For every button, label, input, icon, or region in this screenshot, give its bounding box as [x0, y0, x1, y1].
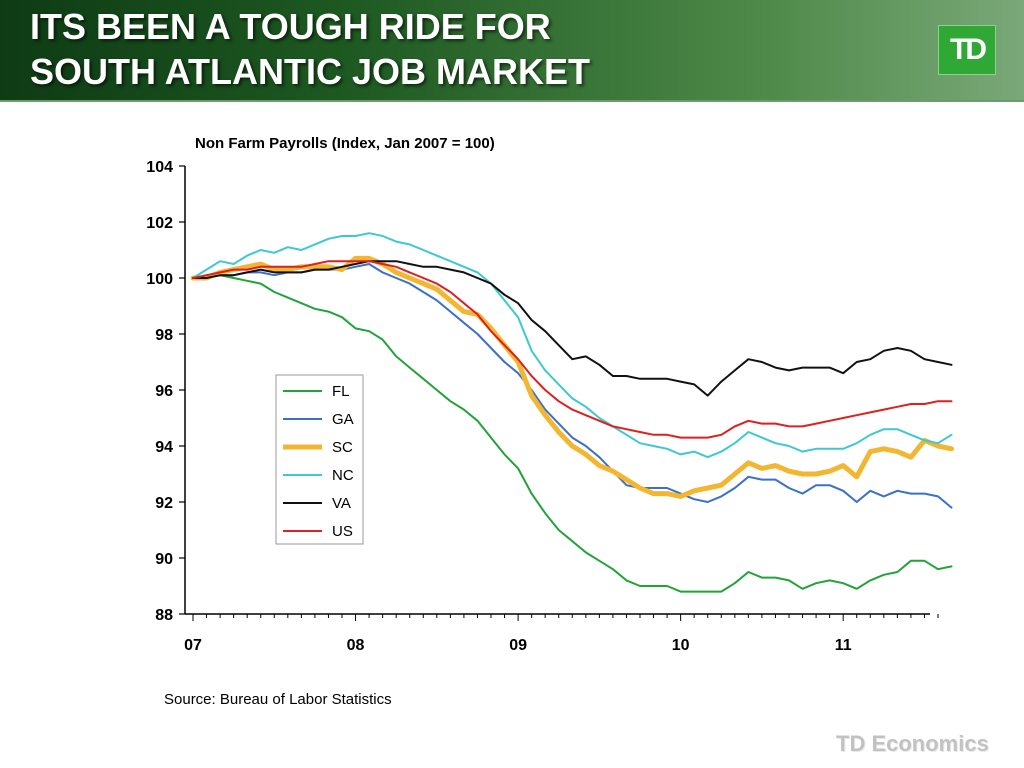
series-line-us — [192, 260, 953, 439]
page-title-line-1: ITS BEEN A TOUGH RIDE FOR — [30, 6, 551, 47]
page-title: ITS BEEN A TOUGH RIDE FOR SOUTH ATLANTIC… — [30, 4, 790, 94]
legend-label-va: VA — [332, 495, 351, 512]
y-tick-label: 102 — [146, 215, 173, 232]
y-tick-label: 98 — [155, 327, 173, 344]
series-line-nc — [192, 232, 953, 459]
series-line-sc — [190, 255, 954, 499]
legend-box — [275, 374, 364, 545]
footer-brand-logo: TD Economics — [836, 731, 989, 756]
x-tick-label: 07 — [184, 637, 202, 654]
page-title-line-2: SOUTH ATLANTIC JOB MARKET — [30, 51, 590, 92]
series-line-va — [192, 260, 953, 397]
legend-label-nc: NC — [332, 467, 354, 484]
y-tick-label: 100 — [146, 271, 173, 288]
legend-label-ga: GA — [332, 411, 354, 428]
y-tick-label: 104 — [146, 159, 173, 176]
chart-title: Non Farm Payrolls (Index, Jan 2007 = 100… — [195, 135, 495, 152]
td-logo: TD — [938, 25, 996, 75]
x-tick-label: 10 — [672, 637, 690, 654]
series-line-fl — [192, 274, 953, 593]
legend-label-fl: FL — [332, 383, 350, 400]
header-banner: ITS BEEN A TOUGH RIDE FOR SOUTH ATLANTIC… — [0, 0, 1024, 102]
y-tick-label: 90 — [155, 551, 173, 568]
y-tick-label: 96 — [155, 383, 173, 400]
legend-label-us: US — [332, 523, 353, 540]
legend-label-sc: SC — [332, 439, 353, 456]
x-tick-label: 09 — [509, 637, 527, 654]
y-tick-label: 88 — [155, 607, 173, 624]
source-note: Source: Bureau of Labor Statistics — [164, 691, 392, 708]
x-tick-label: 11 — [835, 637, 852, 654]
x-tick-label: 08 — [347, 637, 365, 654]
y-tick-label: 92 — [155, 495, 173, 512]
y-tick-label: 94 — [155, 439, 173, 456]
